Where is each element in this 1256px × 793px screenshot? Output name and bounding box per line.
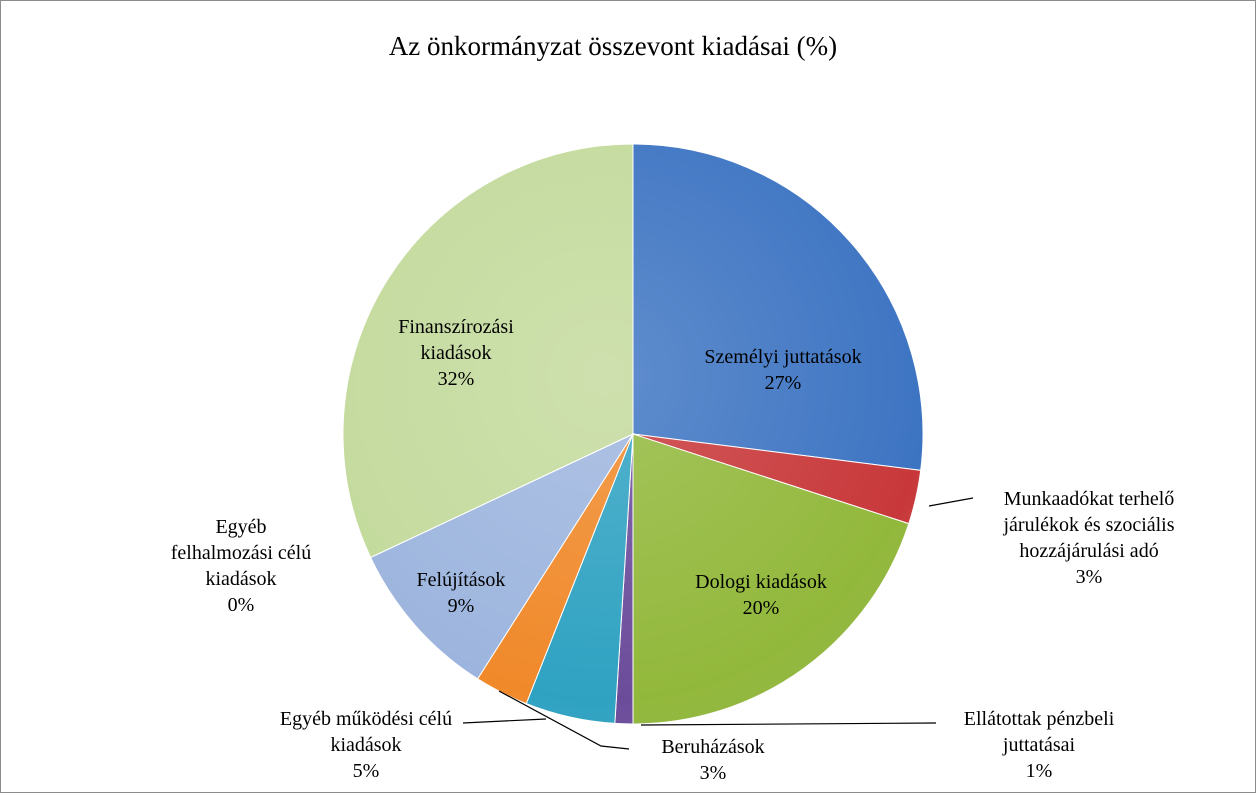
category-label: Munkaadókat terhelő járulékok és szociál…	[1003, 488, 1175, 562]
category-label: Finanszírozási kiadások	[398, 316, 514, 364]
value-label: 32%	[437, 368, 475, 390]
value-label: 3%	[1075, 566, 1103, 588]
category-label: Egyéb működési célú kiadások	[279, 708, 453, 756]
value-label: 27%	[764, 372, 802, 394]
category-label: Ellátottak pénzbeli juttatásai	[963, 708, 1115, 756]
category-label: Személyi juttatások	[704, 346, 862, 368]
category-label: Egyéb felhalmozási célú kiadások	[170, 516, 312, 590]
category-label: Felújítások	[416, 569, 506, 591]
slice-label: Személyi juttatások 27%	[673, 344, 893, 396]
category-label: Dologi kiadások	[695, 571, 827, 593]
slice-label: Egyéb működési célú kiadások 5%	[251, 706, 481, 784]
leader-line	[640, 722, 937, 726]
value-label: 20%	[742, 597, 780, 619]
chart-title: Az önkormányzat összevont kiadásai (%)	[388, 31, 838, 61]
leader-lines	[462, 497, 974, 750]
slice-label: Munkaadókat terhelő járulékok és szociál…	[969, 486, 1209, 590]
value-label: 0%	[227, 594, 255, 616]
pie-slice	[632, 143, 924, 471]
slice-label: Ellátottak pénzbeli juttatásai 1%	[929, 706, 1149, 784]
slice-label: Dologi kiadások 20%	[661, 569, 861, 621]
leader-line	[498, 690, 630, 750]
leader-line	[928, 497, 974, 507]
slice-label: Egyéb felhalmozási célú kiadások 0%	[166, 514, 316, 618]
value-label: 3%	[699, 762, 727, 784]
leader-line	[462, 718, 547, 724]
slice-label: Finanszírozási kiadások 32%	[381, 314, 531, 392]
category-label: Beruházások	[661, 736, 765, 758]
slice-label: Beruházások 3%	[633, 734, 793, 786]
slices	[342, 143, 924, 725]
value-label: 1%	[1025, 760, 1053, 782]
slice-label: Felújítások 9%	[391, 567, 531, 619]
value-label: 9%	[447, 595, 475, 617]
value-label: 5%	[352, 760, 380, 782]
